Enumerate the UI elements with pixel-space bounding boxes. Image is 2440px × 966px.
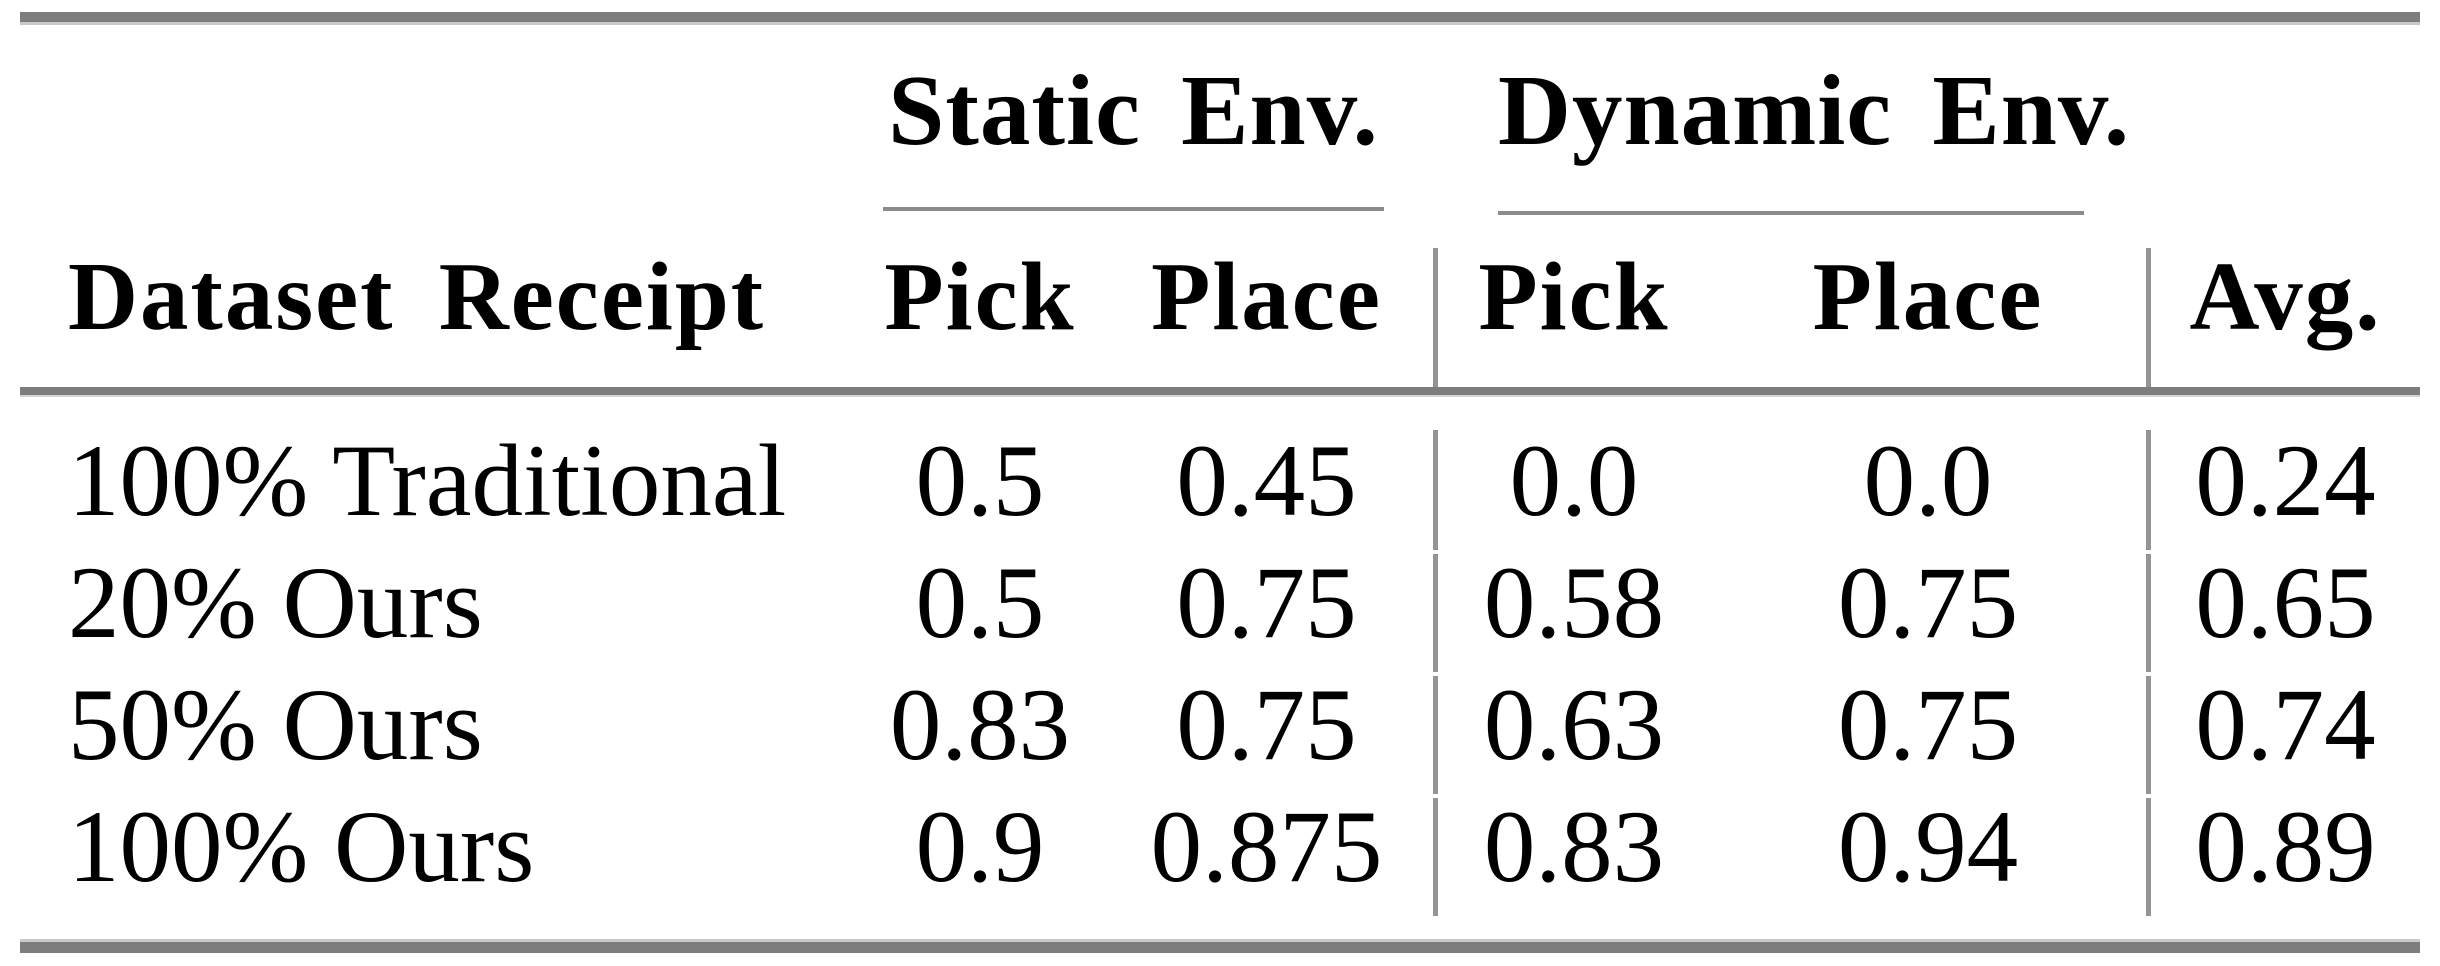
cell-dynamic-pick: 0.63 xyxy=(1483,668,1665,782)
cell-avg: 0.24 xyxy=(2195,424,2376,538)
vertical-rule xyxy=(1433,248,1438,387)
header-dataset-receipt: Dataset Receipt xyxy=(68,243,766,350)
column-group-static-env: Static Env. xyxy=(888,54,1379,166)
top-rule xyxy=(20,12,2420,22)
dynamic-env-underline-rule xyxy=(1498,211,2084,215)
cell-dynamic-pick: 0.83 xyxy=(1483,790,1665,904)
table-row: 100% Ours 0.9 0.875 0.83 0.94 0.89 xyxy=(20,796,2420,899)
cell-static-place: 0.45 xyxy=(1176,424,1357,538)
cell-dynamic-place: 0.94 xyxy=(1837,790,2019,904)
header-static-pick: Pick xyxy=(884,243,1076,350)
header-midrule xyxy=(20,387,2420,395)
row-label: 100% Ours xyxy=(68,790,535,904)
vertical-rule xyxy=(1433,798,1438,916)
vertical-rule xyxy=(2146,798,2151,916)
row-label: 100% Traditional xyxy=(68,424,787,538)
header-static-place: Place xyxy=(1151,243,1382,350)
vertical-rule xyxy=(2146,676,2151,794)
cell-avg: 0.74 xyxy=(2195,668,2376,782)
cell-dynamic-place: 0.75 xyxy=(1837,546,2019,660)
cell-dynamic-pick: 0.58 xyxy=(1483,546,1665,660)
table-row: 100% Traditional 0.5 0.45 0.0 0.0 0.24 xyxy=(20,430,2420,533)
table-row: 20% Ours 0.5 0.75 0.58 0.75 0.65 xyxy=(20,552,2420,655)
vertical-rule xyxy=(1433,554,1438,672)
vertical-rule xyxy=(2146,248,2151,387)
static-env-underline-rule xyxy=(883,207,1384,211)
header-dynamic-place: Place xyxy=(1812,243,2044,350)
cell-static-pick: 0.9 xyxy=(915,790,1045,904)
cell-avg: 0.89 xyxy=(2195,790,2376,904)
cell-static-place: 0.75 xyxy=(1176,546,1357,660)
cell-dynamic-place: 0.75 xyxy=(1837,668,2019,782)
vertical-rule xyxy=(1433,676,1438,794)
table-header-row: Dataset Receipt Pick Place Pick Place Av… xyxy=(20,248,2420,345)
column-group-dynamic-env: Dynamic Env. xyxy=(1498,54,2131,166)
cell-static-place: 0.75 xyxy=(1176,668,1357,782)
vertical-rule xyxy=(2146,554,2151,672)
row-label: 50% Ours xyxy=(68,668,483,782)
cell-static-pick: 0.5 xyxy=(915,546,1045,660)
vertical-rule xyxy=(2146,430,2151,550)
row-label: 20% Ours xyxy=(68,546,483,660)
bottom-rule xyxy=(20,942,2420,953)
cell-static-pick: 0.83 xyxy=(889,668,1071,782)
header-dynamic-pick: Pick xyxy=(1478,243,1670,350)
cell-dynamic-place: 0.0 xyxy=(1863,424,1993,538)
table-row: 50% Ours 0.83 0.75 0.63 0.75 0.74 xyxy=(20,674,2420,777)
cell-static-pick: 0.5 xyxy=(915,424,1045,538)
header-avg: Avg. xyxy=(2189,243,2382,350)
cell-static-place: 0.875 xyxy=(1150,790,1383,904)
cell-avg: 0.65 xyxy=(2195,546,2376,660)
cell-dynamic-pick: 0.0 xyxy=(1509,424,1639,538)
vertical-rule xyxy=(1433,430,1438,550)
